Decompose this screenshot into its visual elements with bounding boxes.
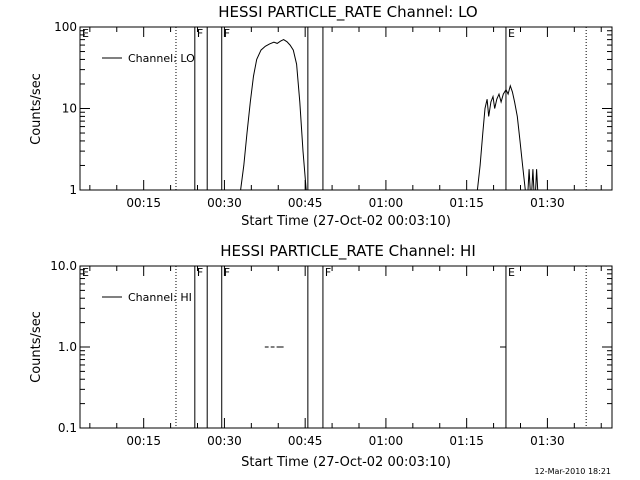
lo-x-tick-label: 00:15 [126,196,161,210]
hi-x-tick-label: 00:15 [126,434,161,448]
hi-flag-label: F [197,266,203,279]
hi-x-tick-label: 00:30 [207,434,242,448]
lo-chart-title: HESSI PARTICLE_RATE Channel: LO [218,3,477,22]
lo-rate-line [240,39,307,191]
hi-y-tick-label: 1.0 [58,340,77,354]
lo-legend-label: Channel: LO [128,52,195,65]
hi-flag-label: E [508,266,515,279]
hi-x-tick-label: 00:45 [288,434,323,448]
lo-tick-labels: 1 10 100 00:15 00:30 00:45 01:00 01:15 01:30 [54,20,565,210]
hi-legend-label: Channel: HI [128,291,192,304]
lo-flag-label: E [82,27,89,40]
hi-y-tick-label: 10.0 [50,259,77,273]
hi-x-tick-label: 01:15 [449,434,484,448]
hi-chart-title: HESSI PARTICLE_RATE Channel: HI [220,242,476,261]
lo-x-tick-label: 01:00 [369,196,404,210]
lo-y-tick-label: 1 [69,183,77,197]
hi-y-axis-label: Counts/sec [29,311,44,383]
hi-x-axis-label: Start Time (27-Oct-02 00:03:10) [241,455,451,470]
hi-flag-label: E [82,266,89,279]
lo-flag-label: F [197,27,203,40]
lo-plot-area: E F F E Channel: LO [79,26,613,191]
hi-channel-panel: HESSI PARTICLE_RATE Channel: HI Counts/s… [29,242,613,470]
lo-rate-line [535,169,539,191]
hi-y-tick-label: 0.1 [58,421,77,435]
lo-flag-label: E [508,27,515,40]
lo-y-tick-label: 100 [54,20,77,34]
lo-x-tick-label: 01:15 [449,196,484,210]
lo-rate-line [476,84,526,191]
lo-y-tick-label: 10 [62,102,77,116]
lo-x-axis-label: Start Time (27-Oct-02 00:03:10) [241,214,451,229]
lo-x-tick-label: 00:30 [207,196,242,210]
hi-plot-area: E F F F E Channel: HI [79,265,613,429]
lo-rate-line [531,169,535,191]
hi-tick-labels: 0.1 1.0 10.0 00:15 00:30 00:45 01:00 01:15 01:30 [50,259,564,448]
generation-timestamp: 12-Mar-2010 18:21 [535,467,612,476]
lo-rate-line [527,169,531,191]
hi-flag-label: F [325,266,331,279]
lo-flag-label: F [224,27,230,40]
lo-y-axis-label: Counts/sec [29,73,44,145]
hi-x-tick-label: 01:00 [369,434,404,448]
hi-x-tick-label: 01:30 [530,434,565,448]
hi-flag-label: F [224,266,230,279]
lo-channel-panel: HESSI PARTICLE_RATE Channel: LO Counts/s… [29,3,613,229]
lo-x-tick-label: 01:30 [530,196,565,210]
lo-x-tick-label: 00:45 [288,196,323,210]
